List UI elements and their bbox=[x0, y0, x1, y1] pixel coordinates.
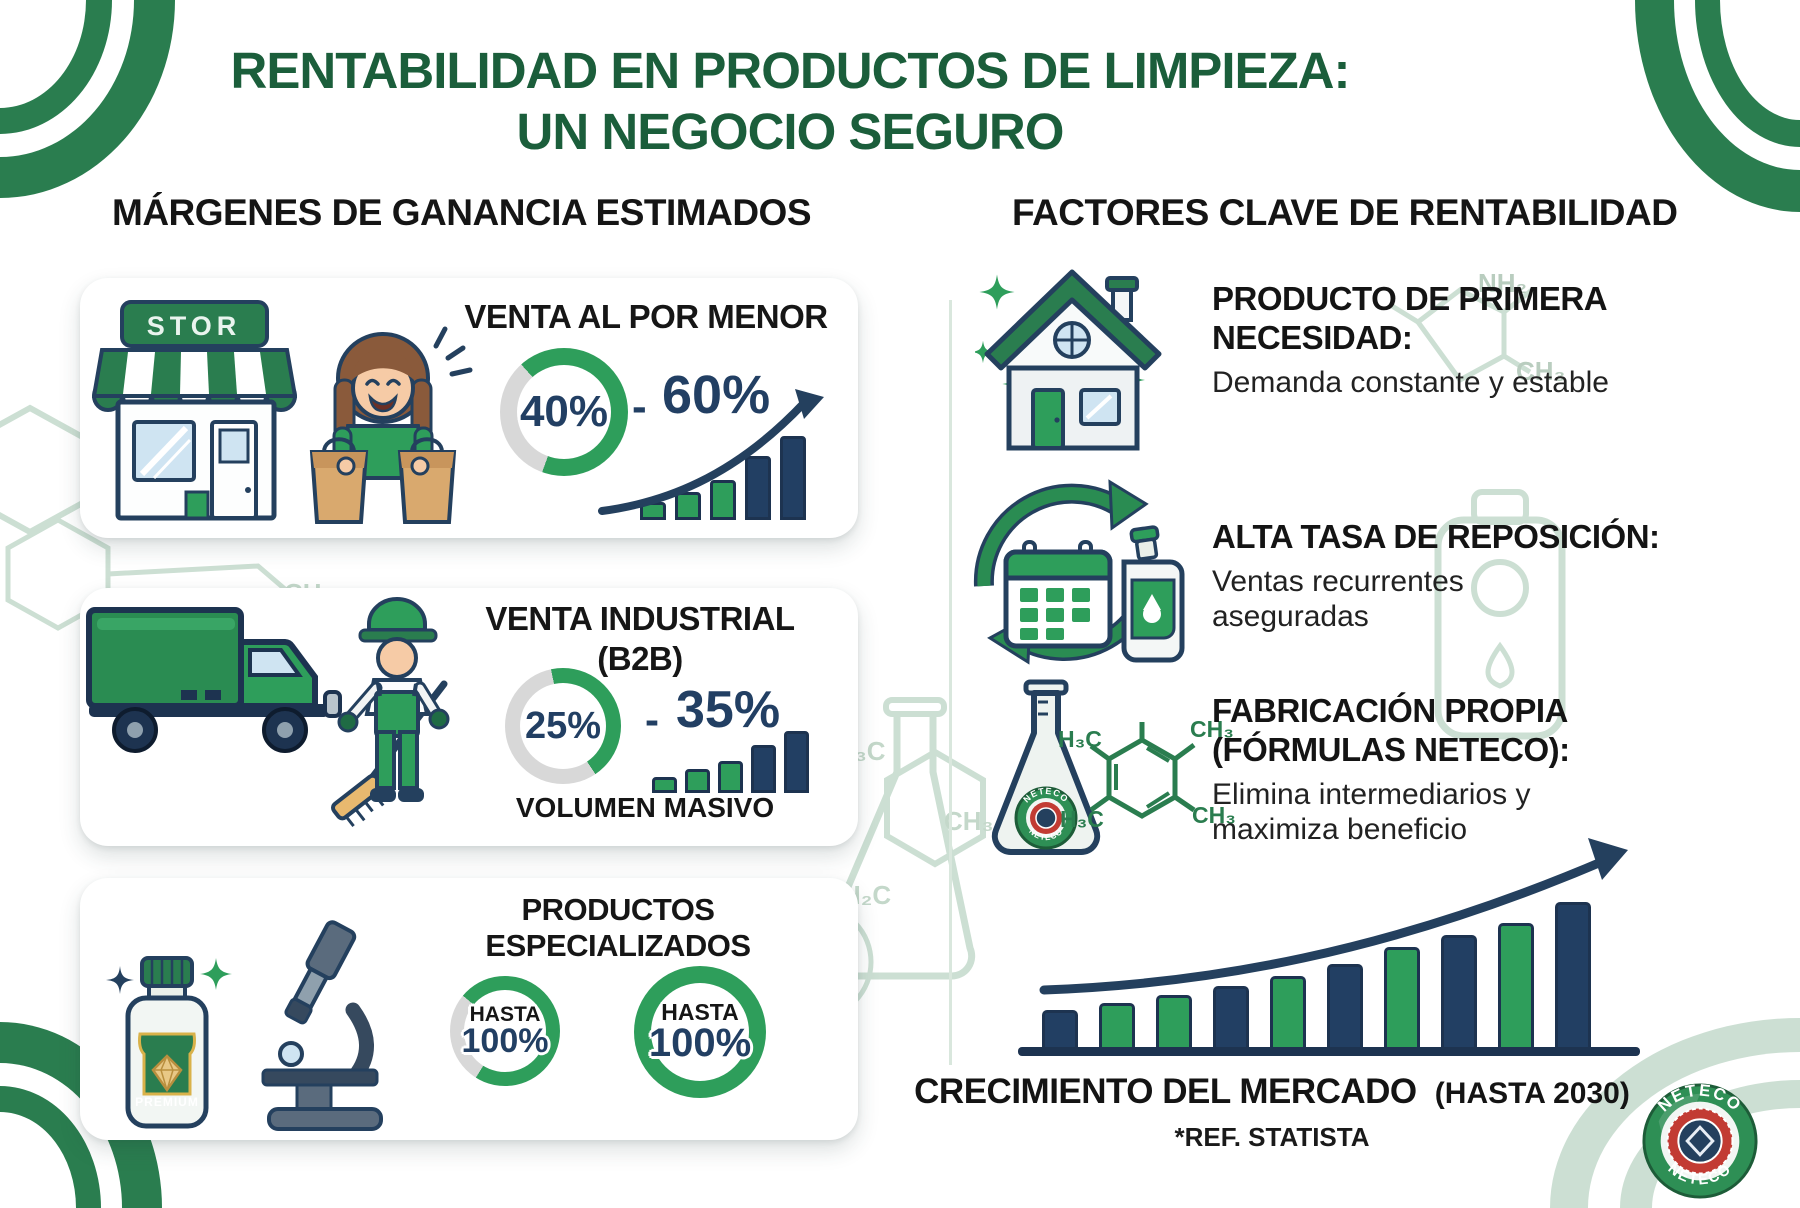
cleaner-worker-icon bbox=[331, 597, 450, 828]
svg-text:NETECO: NETECO bbox=[1027, 827, 1065, 842]
premium-bottle-icon: PREMIUM bbox=[106, 956, 232, 1129]
industrial-margin-donut: 25% bbox=[505, 668, 621, 784]
page-title-line2: UN NEGOCIO SEGURO bbox=[516, 103, 1065, 161]
svg-text:STOR: STOR bbox=[147, 311, 242, 341]
bar bbox=[1327, 964, 1363, 1051]
donut-hole bbox=[517, 365, 611, 459]
bar bbox=[1213, 986, 1249, 1051]
card-specialized-title: PRODUCTOS ESPECIALIZADOS bbox=[485, 892, 751, 963]
specialized-gauge-1: HASTA 100% bbox=[450, 976, 560, 1086]
bar bbox=[784, 731, 809, 793]
bar bbox=[710, 480, 736, 520]
market-chart-title: CRECIMIENTO DEL MERCADO bbox=[914, 1072, 1417, 1111]
ch3-label-2: CH₃ bbox=[1192, 802, 1236, 828]
faint-ch3-label-2: CH₃ bbox=[944, 806, 994, 836]
donut-hole bbox=[520, 683, 606, 769]
market-chart-caption: CRECIMIENTO DEL MERCADO (HASTA 2030) bbox=[884, 1072, 1660, 1112]
factor-own-manufacturing-desc: Elimina intermediarios y maximiza benefi… bbox=[1212, 777, 1531, 846]
factor-own-manufacturing-title: FABRICACIÓN PROPIA (FÓRMULAS NETECO): bbox=[1212, 692, 1570, 768]
market-chart-title-suffix: (HASTA 2030) bbox=[1434, 1077, 1630, 1110]
factor-essential-desc: Demanda constante y estable bbox=[1212, 365, 1609, 399]
benzene-structure: H₃C CH₃ CH₃ H₃C bbox=[1058, 698, 1237, 873]
retail-margin-high: 60% bbox=[662, 365, 771, 425]
industrial-margin-high: 35% bbox=[676, 681, 781, 739]
bar bbox=[685, 769, 710, 793]
gauge-1-label: HASTA bbox=[469, 1002, 541, 1026]
chart-baseline bbox=[1018, 1047, 1640, 1056]
faint-ch3-label: CH₃ bbox=[1516, 356, 1566, 386]
bar bbox=[652, 777, 677, 793]
right-column-header: FACTORES CLAVE DE RENTABILIDAD bbox=[1012, 192, 1678, 233]
retail-trend-arrow bbox=[598, 389, 824, 515]
factor-essential-title: PRODUCTO DE PRIMERA NECESIDAD: bbox=[1212, 280, 1606, 356]
industrial-range-separator: - bbox=[645, 696, 659, 743]
retail-range-separator: - bbox=[632, 382, 647, 431]
factor-replenishment: ALTA TASA DE REPOSICIÓN: Ventas recurren… bbox=[1212, 518, 1692, 635]
factor-replenishment-desc: Ventas recurrentes aseguradas bbox=[1212, 564, 1464, 633]
donut-hole bbox=[651, 983, 749, 1081]
bar bbox=[1156, 995, 1192, 1051]
bar bbox=[751, 745, 776, 793]
neteco-logo-badge: NETECO NETECO bbox=[1642, 1082, 1758, 1199]
h3c-label-2: H₃C bbox=[1060, 806, 1104, 832]
industrial-volume-mini-chart bbox=[652, 729, 809, 793]
house-icon bbox=[975, 269, 1162, 451]
store-icon: STOR bbox=[92, 300, 297, 521]
bar bbox=[1042, 1010, 1078, 1051]
replenishment-cycle-icon bbox=[973, 479, 1185, 665]
left-column-header: MÁRGENES DE GANANCIA ESTIMADOS bbox=[112, 192, 812, 233]
shopper-woman-icon bbox=[309, 326, 473, 524]
card-industrial-title-line1: VENTA INDUSTRIAL bbox=[485, 600, 795, 637]
bar bbox=[718, 761, 743, 793]
bar bbox=[1384, 947, 1420, 1051]
bar bbox=[1555, 902, 1591, 1051]
gauge-2-value: HASTA 100% bbox=[634, 966, 766, 1098]
bar bbox=[780, 436, 806, 520]
factor-essential: PRODUCTO DE PRIMERA NECESIDAD: Demanda c… bbox=[1212, 280, 1692, 401]
factor-replenishment-title: ALTA TASA DE REPOSICIÓN: bbox=[1212, 518, 1660, 555]
bar bbox=[745, 456, 771, 520]
gauge-2-number: 100% bbox=[648, 1020, 752, 1065]
page-title-line1: RENTABILIDAD EN PRODUCTOS DE LIMPIEZA: bbox=[230, 42, 1351, 99]
bar bbox=[1441, 935, 1477, 1051]
industrial-volume-note: VOLUMEN MASIVO bbox=[515, 792, 775, 823]
card-retail-title: VENTA AL POR MENOR bbox=[464, 298, 828, 335]
bar bbox=[675, 492, 701, 520]
retail-margin-low: 40% bbox=[519, 387, 609, 436]
market-chart-reference: *REF. STATISTA bbox=[1174, 1122, 1370, 1152]
column-divider bbox=[949, 300, 952, 1065]
retail-margin-donut: 40% bbox=[500, 348, 628, 476]
ch3-label: CH₃ bbox=[1190, 716, 1234, 742]
bar bbox=[1099, 1003, 1135, 1051]
industrial-margin-low: 25% bbox=[524, 704, 602, 747]
faint-nh2-label: NH₂ bbox=[1478, 268, 1528, 298]
h3c-label: H₃C bbox=[1058, 726, 1102, 752]
microscope-icon bbox=[261, 920, 383, 1131]
gauge-1-value: HASTA 100% bbox=[450, 976, 560, 1086]
card-industrial-title-line2: (B2B) bbox=[597, 640, 683, 677]
donut-hole bbox=[464, 990, 546, 1072]
delivery-truck-icon bbox=[86, 607, 342, 753]
market-trend-arrow bbox=[1039, 838, 1628, 995]
factor-own-manufacturing: FABRICACIÓN PROPIA (FÓRMULAS NETECO): El… bbox=[1212, 692, 1692, 847]
neteco-flask-icon: NETECO NETECO bbox=[991, 679, 1101, 856]
specialized-gauge-2: HASTA 100% bbox=[634, 966, 766, 1098]
svg-text:PREMIUM: PREMIUM bbox=[135, 1095, 199, 1109]
page-title: RENTABILIDAD EN PRODUCTOS DE LIMPIEZA: U… bbox=[205, 40, 1375, 162]
gauge-2-label: HASTA bbox=[661, 999, 739, 1026]
retail-growth-mini-chart bbox=[640, 434, 806, 520]
gauge-1-number: 100% bbox=[461, 1021, 549, 1060]
